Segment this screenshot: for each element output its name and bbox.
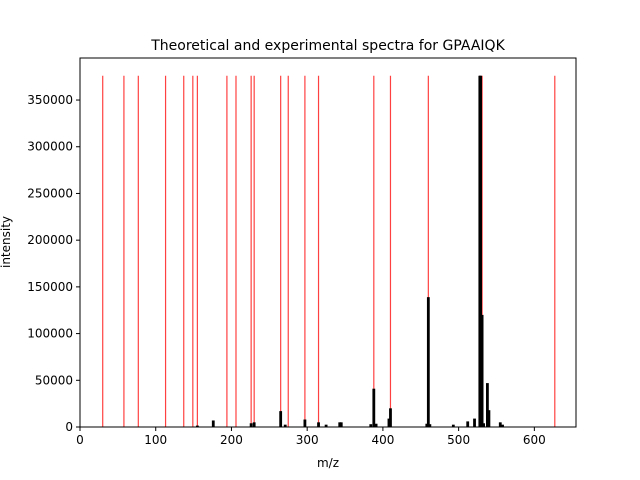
experimental-peak [498, 422, 502, 427]
experimental-peak [211, 420, 215, 427]
y-tick-label: 200000 [27, 233, 73, 247]
experimental-peak [317, 422, 320, 427]
experimental-peak [428, 424, 432, 427]
y-tick-label: 350000 [27, 93, 73, 107]
experimental-peak [425, 423, 429, 427]
y-tick-label: 0 [65, 420, 73, 434]
experimental-peak [369, 424, 373, 427]
x-tick-label: 400 [371, 433, 394, 447]
experimental-peak [426, 297, 430, 427]
x-tick-label: 100 [144, 433, 167, 447]
x-tick-label: 300 [296, 433, 319, 447]
experimental-peak [487, 410, 491, 427]
experimental-peak [249, 423, 253, 427]
x-tick-label: 500 [447, 433, 470, 447]
experimental-peak [195, 425, 199, 427]
experimental-peaks [195, 75, 504, 428]
experimental-peak [480, 314, 484, 427]
experimental-peak [324, 424, 328, 427]
experimental-peak [339, 422, 343, 427]
experimental-peak [486, 383, 489, 427]
x-tick-label: 0 [76, 433, 84, 447]
experimental-peak [283, 424, 287, 427]
experimental-peak [279, 411, 283, 427]
experimental-peak [338, 422, 342, 427]
chart-title: Theoretical and experimental spectra for… [150, 38, 505, 54]
experimental-peak [479, 75, 482, 428]
x-axis-label: m/z [317, 456, 339, 470]
y-tick-label: 150000 [27, 280, 73, 294]
x-tick-label: 600 [523, 433, 546, 447]
experimental-peak [387, 418, 391, 427]
experimental-peak [374, 423, 378, 427]
experimental-peak [389, 408, 392, 427]
y-tick-label: 250000 [27, 186, 73, 200]
x-tick-label: 200 [220, 433, 243, 447]
plot-frame [79, 57, 577, 428]
experimental-peak [501, 424, 504, 427]
y-tick-label: 300000 [27, 140, 73, 154]
y-tick-label: 50000 [35, 373, 73, 387]
theoretical-peaks [102, 75, 556, 427]
experimental-peak [303, 419, 307, 427]
experimental-peak [372, 388, 376, 427]
x-axis-ticks: 0 100 200 300 400 500 600 [76, 427, 546, 447]
experimental-peak [451, 424, 455, 427]
experimental-peak [473, 418, 476, 427]
experimental-peak [466, 421, 470, 427]
experimental-peak [252, 422, 256, 427]
y-tick-label: 100000 [27, 327, 73, 341]
y-axis-label: intensity [0, 216, 13, 268]
experimental-peak [482, 423, 486, 427]
y-axis-ticks: 0 50000 100000 150000 200000 250000 300000 3500… [27, 93, 80, 434]
